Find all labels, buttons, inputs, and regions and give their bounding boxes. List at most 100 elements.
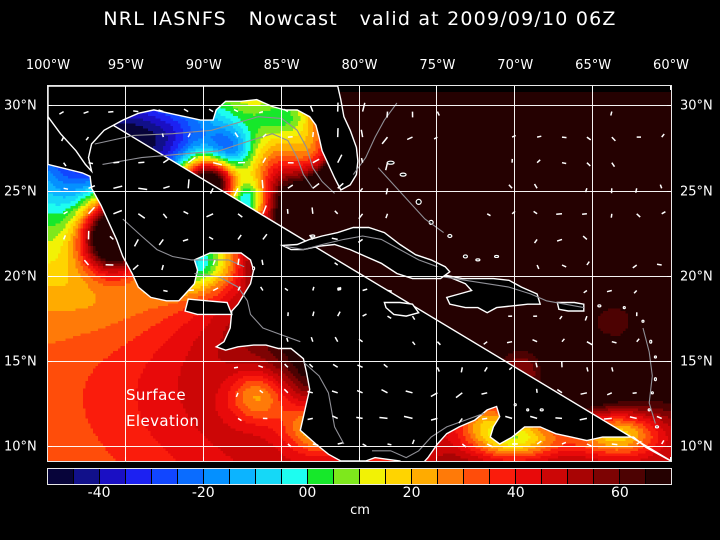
colorbar: [47, 468, 672, 485]
lat-tick-label-left: 10°N: [4, 440, 37, 455]
current-vector: [387, 112, 388, 118]
map-annotation: Surface: [126, 386, 186, 404]
current-vector: [108, 112, 113, 113]
colorbar-cell: [178, 469, 204, 484]
current-vector: [234, 367, 238, 368]
current-vector: [461, 367, 462, 372]
colorbar-cell: [100, 469, 126, 484]
colorbar-cell: [568, 469, 594, 484]
colorbar-cell: [360, 469, 386, 484]
current-vector: [262, 180, 263, 188]
latitude-tick: [667, 105, 671, 106]
island: [655, 426, 658, 428]
colorbar-cell: [646, 469, 671, 484]
current-vector: [313, 312, 314, 317]
current-vector: [188, 179, 189, 188]
colorbar-cell: [308, 469, 334, 484]
colorbar-cell: [152, 469, 178, 484]
colorbar-tick-label: -20: [192, 485, 215, 501]
map-annotation: Elevation: [126, 412, 199, 430]
longitude-gridline: [125, 86, 126, 461]
longitude-tick: [47, 86, 48, 90]
longitude-gridline: [514, 86, 515, 461]
colorbar-cell: [74, 469, 100, 484]
longitude-tick: [436, 457, 437, 461]
longitude-gridline: [359, 86, 360, 461]
lat-tick-label-right: 20°N: [680, 269, 713, 284]
longitude-tick: [670, 457, 671, 461]
current-vector: [313, 132, 314, 137]
colorbar-cell: [412, 469, 438, 484]
lat-tick-label-right: 30°N: [680, 99, 713, 114]
latitude-tick: [667, 276, 671, 277]
island: [527, 409, 529, 411]
lon-tick-label: 100°W: [26, 58, 70, 73]
colorbar-cell: [386, 469, 412, 484]
current-vector: [163, 291, 167, 292]
colorbar-cell: [464, 469, 490, 484]
latitude-gridline: [48, 105, 671, 106]
longitude-tick: [47, 457, 48, 461]
lon-tick-label: 65°W: [575, 58, 611, 73]
island: [654, 378, 656, 381]
longitude-tick: [281, 457, 282, 461]
current-vector: [133, 111, 138, 112]
lat-tick-label-right: 25°N: [680, 184, 713, 199]
current-vector: [362, 158, 363, 163]
current-vector: [582, 214, 587, 215]
island: [540, 409, 543, 411]
current-vector: [507, 342, 512, 343]
colorbar-tick-label: 00: [298, 485, 316, 501]
current-vector: [587, 367, 588, 371]
lat-tick-label-left: 25°N: [4, 184, 37, 199]
current-vector: [188, 290, 194, 291]
longitude-tick: [203, 457, 204, 461]
latitude-tick: [48, 361, 52, 362]
current-vector: [379, 418, 387, 419]
current-vector: [612, 444, 618, 445]
latitude-gridline: [48, 446, 671, 447]
current-vector: [262, 260, 263, 265]
longitude-tick: [592, 457, 593, 461]
latitude-gridline: [48, 361, 671, 362]
current-vector: [312, 207, 313, 213]
longitude-tick: [359, 457, 360, 461]
island: [495, 255, 499, 257]
current-vector: [537, 389, 538, 393]
colorbar-cell: [282, 469, 308, 484]
current-vector: [657, 264, 662, 265]
island: [642, 320, 644, 322]
colorbar-tick-label: 60: [611, 485, 629, 501]
colorbar-cell: [516, 469, 542, 484]
longitude-tick: [436, 86, 437, 90]
island: [598, 305, 601, 307]
current-vector: [89, 163, 94, 164]
island: [253, 267, 255, 270]
lon-tick-label: 95°W: [108, 58, 144, 73]
latitude-tick: [48, 105, 52, 106]
longitude-tick: [203, 86, 204, 90]
current-vector: [287, 338, 288, 342]
longitude-tick: [514, 457, 515, 461]
island: [416, 199, 421, 204]
map-plot-frame: Surface Elevation: [47, 85, 672, 462]
current-vector: [604, 418, 612, 419]
current-vector: [555, 418, 562, 419]
longitude-tick: [670, 86, 671, 90]
longitude-tick: [281, 86, 282, 90]
sea-surface-elevation-field: [48, 86, 671, 461]
page-title: NRL IASNFS Nowcast valid at 2009/09/10 0…: [0, 8, 720, 30]
colorbar-cell: [490, 469, 516, 484]
colorbar-cell: [620, 469, 646, 484]
longitude-gridline: [281, 86, 282, 461]
lat-tick-label-left: 30°N: [4, 99, 37, 114]
colorbar-cell: [204, 469, 230, 484]
colorbar-tick-label: 20: [403, 485, 421, 501]
colorbar-cell: [48, 469, 74, 484]
lon-tick-label: 80°W: [342, 58, 378, 73]
colorbar-cell: [542, 469, 568, 484]
latitude-gridline: [48, 191, 671, 192]
lat-tick-label-right: 15°N: [680, 355, 713, 370]
lon-tick-label: 60°W: [653, 58, 689, 73]
colorbar-unit-label: cm: [350, 503, 370, 518]
